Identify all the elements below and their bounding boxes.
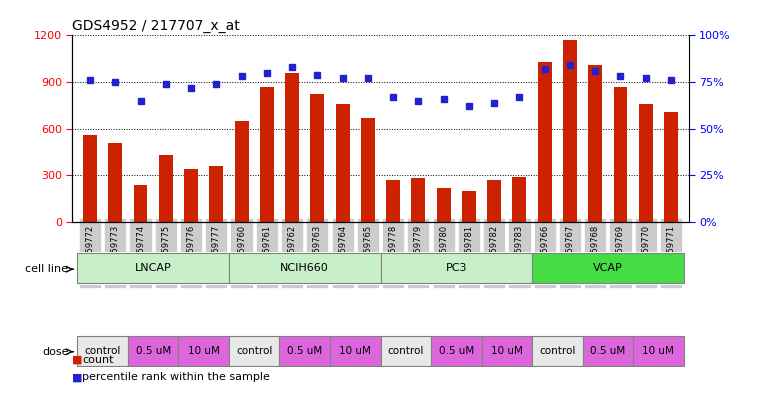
Text: control: control <box>236 346 272 356</box>
Bar <box>588 65 602 222</box>
Bar <box>336 104 349 222</box>
Bar <box>583 336 633 366</box>
Bar <box>361 118 375 222</box>
Bar <box>184 169 198 222</box>
Text: 0.5 uM: 0.5 uM <box>591 346 626 356</box>
Bar <box>412 178 425 222</box>
Text: 0.5 uM: 0.5 uM <box>135 346 170 356</box>
Bar <box>260 87 274 222</box>
Bar <box>209 166 223 222</box>
Text: LNCAP: LNCAP <box>135 263 171 273</box>
Text: control: control <box>387 346 424 356</box>
Text: count: count <box>82 354 113 365</box>
Text: 0.5 uM: 0.5 uM <box>438 346 474 356</box>
Bar <box>633 336 683 366</box>
Bar <box>285 73 299 222</box>
Bar <box>83 135 97 222</box>
Bar <box>128 336 178 366</box>
Bar <box>563 40 577 222</box>
Bar <box>279 336 330 366</box>
Bar <box>664 112 678 222</box>
Bar <box>437 188 451 222</box>
Bar <box>532 253 683 283</box>
Bar <box>178 336 229 366</box>
Text: control: control <box>84 346 121 356</box>
Text: 10 uM: 10 uM <box>188 346 220 356</box>
Bar <box>159 155 173 222</box>
Text: ■: ■ <box>72 354 83 365</box>
Text: 10 uM: 10 uM <box>491 346 523 356</box>
Bar <box>462 191 476 222</box>
Bar <box>482 336 532 366</box>
Bar <box>78 253 229 283</box>
Bar <box>613 87 627 222</box>
Bar <box>638 104 653 222</box>
Bar <box>532 336 583 366</box>
Text: ■: ■ <box>72 372 83 382</box>
Bar <box>380 253 532 283</box>
Bar <box>134 185 148 222</box>
Text: 0.5 uM: 0.5 uM <box>287 346 323 356</box>
Bar <box>229 253 380 283</box>
Bar <box>380 336 431 366</box>
Bar <box>310 94 324 222</box>
Text: NCIH660: NCIH660 <box>280 263 329 273</box>
Text: cell line: cell line <box>25 264 68 274</box>
Text: GDS4952 / 217707_x_at: GDS4952 / 217707_x_at <box>72 19 240 33</box>
Text: VCAP: VCAP <box>593 263 622 273</box>
Text: PC3: PC3 <box>445 263 467 273</box>
Text: dose: dose <box>42 347 68 357</box>
Bar <box>386 180 400 222</box>
Bar <box>229 336 279 366</box>
Text: control: control <box>539 346 575 356</box>
Bar <box>108 143 123 222</box>
Bar <box>487 180 501 222</box>
Bar <box>78 336 128 366</box>
Bar <box>512 177 527 222</box>
Bar <box>431 336 482 366</box>
Bar <box>538 62 552 222</box>
Bar <box>330 336 380 366</box>
Bar <box>234 121 249 222</box>
Text: 10 uM: 10 uM <box>642 346 674 356</box>
Text: 10 uM: 10 uM <box>339 346 371 356</box>
Text: percentile rank within the sample: percentile rank within the sample <box>82 372 270 382</box>
